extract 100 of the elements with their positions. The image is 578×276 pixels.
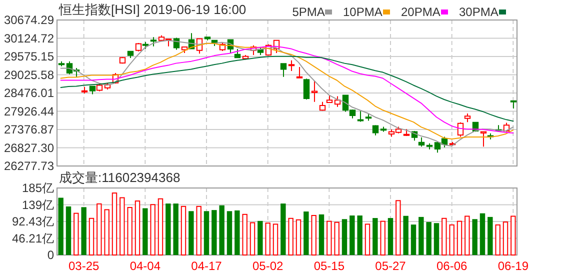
candlestick — [464, 112, 471, 123]
bar — [296, 219, 302, 256]
bar — [396, 200, 401, 256]
bar — [219, 205, 224, 255]
bar — [104, 209, 110, 256]
bar — [464, 216, 470, 256]
chart-title: 成交量:11602394368 — [59, 170, 180, 185]
candlestick — [89, 85, 96, 95]
bar — [134, 200, 140, 256]
bar — [318, 214, 324, 255]
y-tick-label: 27376.87 — [4, 122, 54, 137]
bar — [96, 203, 102, 256]
x-tick-label: 06-19 — [498, 259, 529, 273]
candlestick — [142, 42, 149, 50]
bar — [66, 206, 72, 255]
x-tick-label: 06-06 — [436, 259, 468, 273]
bar — [142, 208, 148, 255]
candlestick — [127, 50, 134, 58]
bar — [81, 207, 86, 255]
x-tick-label: 04-04 — [130, 259, 161, 273]
candlestick — [365, 114, 372, 122]
bar — [265, 222, 270, 256]
bar — [488, 216, 493, 255]
legend-label: 5PMA — [292, 5, 325, 20]
legend-label: 10PMA — [343, 5, 382, 20]
bar — [502, 222, 508, 256]
candlestick — [58, 60, 65, 67]
bar — [326, 220, 332, 256]
y-tick-label: 185亿 — [22, 181, 54, 196]
bar — [150, 204, 156, 256]
y-tick-label: 28476.01 — [4, 86, 54, 100]
bar — [58, 198, 64, 255]
bar — [472, 219, 478, 255]
candlestick — [372, 124, 379, 136]
y-tick-label: 26277.73 — [4, 159, 54, 174]
y-tick-label: 27926.44 — [4, 104, 54, 118]
bar — [372, 218, 378, 255]
bar — [112, 192, 118, 256]
bar — [350, 215, 355, 255]
candlestick — [119, 56, 126, 64]
legend-label: 30PMA — [459, 5, 498, 20]
bar — [226, 211, 232, 255]
candlestick — [480, 130, 487, 148]
candlestick — [510, 100, 517, 109]
chart-title: 恒生指数[HSI] 2019-06-19 16:00 — [58, 2, 246, 17]
bar — [456, 220, 462, 256]
candlestick — [288, 60, 295, 72]
bar — [88, 218, 94, 256]
bar — [418, 216, 424, 255]
bar — [280, 204, 286, 255]
candlestick — [181, 46, 188, 54]
candlestick — [326, 94, 333, 103]
bar — [403, 216, 408, 255]
candlestick — [403, 128, 410, 137]
bar — [272, 224, 278, 256]
bar — [495, 224, 500, 256]
y-tick-label: 92.43亿 — [12, 214, 54, 229]
bar — [357, 215, 362, 255]
candlestick — [303, 78, 310, 100]
bar — [188, 211, 194, 255]
bar — [127, 207, 132, 256]
bar — [380, 220, 386, 256]
candlestick — [234, 48, 241, 58]
y-tick-label: 0 — [47, 248, 54, 262]
y-tick-label: 30124.72 — [4, 31, 54, 46]
y-tick-label: 29575.15 — [4, 50, 54, 64]
bar — [196, 206, 202, 256]
bar — [288, 218, 294, 256]
x-tick-label: 04-17 — [191, 259, 222, 273]
candlestick — [334, 96, 341, 108]
x-tick-label: 05-15 — [314, 259, 345, 273]
candlestick — [135, 42, 142, 52]
y-tick-label: 30674.29 — [4, 13, 54, 28]
candlestick — [319, 101, 326, 112]
x-tick-label: 03-25 — [68, 259, 100, 273]
bar — [434, 223, 440, 255]
bar — [234, 210, 240, 255]
bar — [173, 204, 178, 255]
candlestick — [418, 136, 425, 148]
bar — [212, 210, 217, 255]
bar — [180, 206, 186, 256]
bar — [311, 214, 316, 256]
bar — [74, 212, 79, 256]
legend-label: 20PMA — [401, 5, 440, 20]
bar — [388, 218, 394, 255]
candlestick — [357, 110, 364, 122]
bar — [442, 218, 447, 256]
bar — [364, 224, 370, 256]
bar — [250, 222, 256, 256]
line-series — [60, 56, 514, 122]
candlestick — [380, 126, 387, 132]
candlestick — [81, 86, 88, 94]
candlestick — [204, 36, 211, 41]
bar — [449, 224, 454, 256]
bar — [334, 222, 340, 256]
bar — [204, 211, 210, 255]
y-tick-label: 139亿 — [22, 198, 54, 212]
bar — [480, 213, 486, 255]
candlestick — [426, 142, 433, 150]
candlestick — [280, 62, 287, 78]
